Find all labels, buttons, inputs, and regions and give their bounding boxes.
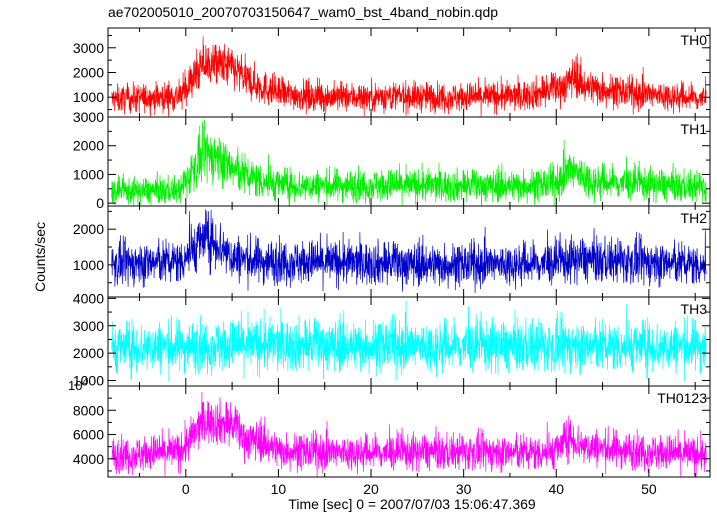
x-tick-label: 50 [641,481,657,497]
y-tick-label: 2000 [73,138,104,154]
y-tick-label: 8000 [73,402,104,418]
panel-label-th1: TH1 [681,121,708,137]
series-th0-line [111,36,707,117]
y-tick-label: 1000 [73,89,104,105]
series-th0123-line [111,391,707,477]
panel-label-th3: TH3 [681,301,708,317]
series-th1-line [111,119,707,206]
x-tick-label: 40 [548,481,564,497]
y-tick-label: 2000 [73,65,104,81]
x-tick-label: 0 [182,481,190,497]
y-tick-label: 1000 [73,166,104,182]
y-tick-label: 3000 [73,109,104,125]
x-axis-label: Time [sec] 0 = 2007/07/03 15:06:47.369 [288,496,536,512]
y-scale-exponent: 104 [68,377,88,393]
panel-frame [107,385,711,478]
y-axis-label: Counts/sec [32,222,48,292]
y-tick-label: 2000 [73,345,104,361]
y-tick-label: 6000 [73,427,104,443]
y-tick-label: 3000 [73,318,104,334]
panel-th2: 1000 2000 TH2 [73,205,711,298]
x-tick-label: 20 [363,481,379,497]
chart-title: ae702005010_20070703150647_wam0_bst_4ban… [108,4,498,20]
panel-label-th2: TH2 [681,210,708,226]
series-th3-line [111,300,707,382]
x-tick-label: 30 [456,481,472,497]
x-tick-label: 10 [271,481,287,497]
y-tick-label: 0 [96,195,104,211]
y-tick-label: 4000 [73,451,104,467]
panel-th0: 1000 2000 3000 TH0 [73,27,711,118]
panel-th0123: 4000 6000 8000 TH0123 104 [68,377,711,478]
y-tick-label: 3000 [73,40,104,56]
y-tick-label: 2000 [73,221,104,237]
y-tick-label: 1000 [73,257,104,273]
y-tick-label: 1000 [73,373,104,389]
panel-label-th0123: TH0123 [657,390,707,406]
y-tick-label: 4000 [73,290,104,306]
panel-label-th0: TH0 [681,32,708,48]
series-th2-line [111,209,707,294]
panel-th3: 1000 2000 3000 4000 TH3 [73,290,711,389]
x-axis: 0 10 20 30 40 50 [182,481,657,497]
panel-th1: 0 1000 2000 3000 TH1 [73,109,711,211]
panels-group: 1000 2000 3000 TH0 0 1000 2000 3000 TH1 1000 2000 T… [68,27,711,478]
